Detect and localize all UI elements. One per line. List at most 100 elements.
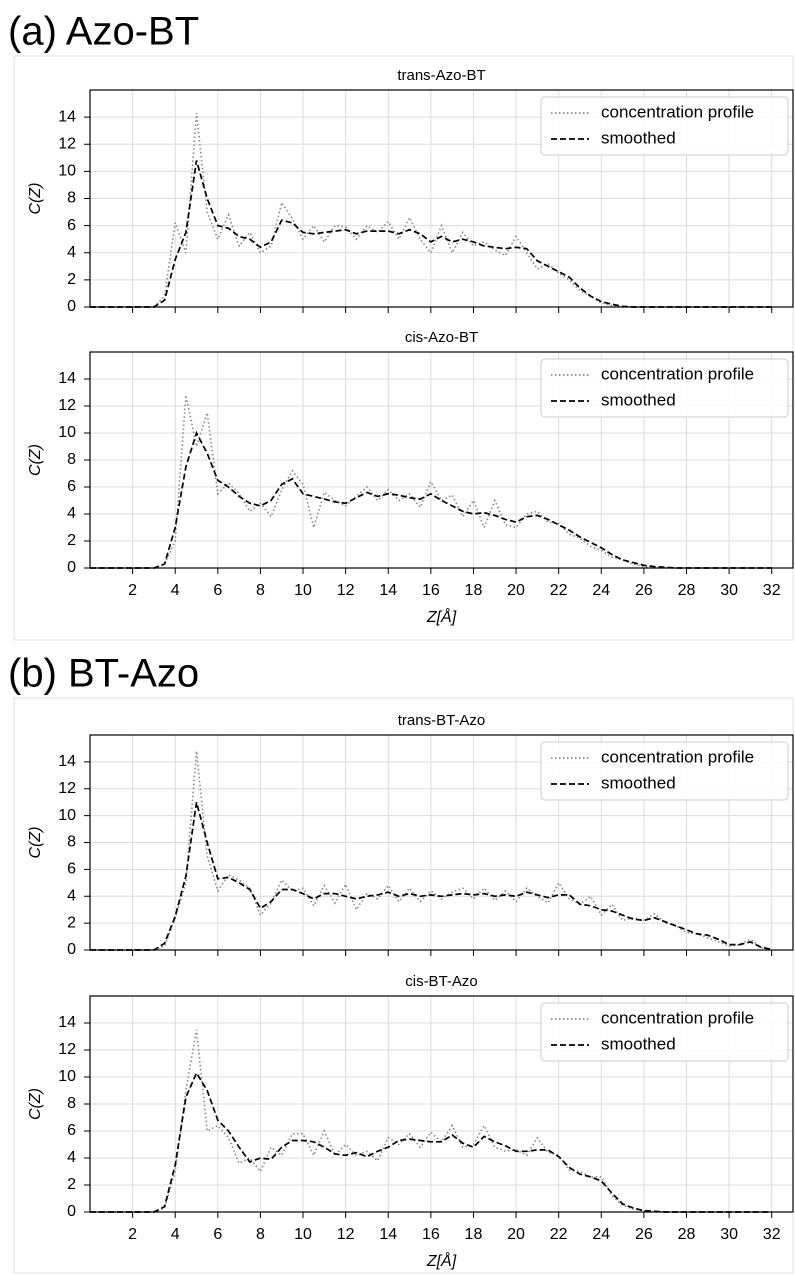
- x-tick-label: 6: [213, 1226, 222, 1243]
- x-tick-label: 2: [128, 1226, 137, 1243]
- chart-title: trans-Azo-BT: [397, 67, 485, 84]
- chart-title: cis-BT-Azo: [405, 973, 478, 990]
- chart-title: trans-BT-Azo: [398, 712, 486, 729]
- section-frame: [13, 697, 794, 1274]
- legend-box: [540, 358, 789, 418]
- y-tick-label: 4: [67, 505, 76, 522]
- x-tick-label: 32: [763, 582, 781, 599]
- x-axis-label: Z[Å]: [426, 607, 457, 626]
- x-tick-label: 30: [720, 1226, 738, 1243]
- y-tick-label: 0: [67, 941, 76, 958]
- y-tick-label: 14: [58, 370, 76, 387]
- y-tick-label: 12: [58, 397, 76, 414]
- data-line: [90, 801, 772, 951]
- y-tick-label: 0: [67, 559, 76, 576]
- plot-frame: [89, 351, 794, 569]
- x-axis-label: Z[Å]: [426, 1251, 457, 1270]
- x-tick-label: 14: [379, 582, 397, 599]
- y-tick-label: 10: [58, 424, 76, 441]
- legend-box: [540, 1002, 789, 1062]
- x-tick-label: 14: [379, 1226, 397, 1243]
- x-tick-label: 26: [635, 582, 653, 599]
- y-axis-label: C(Z): [27, 444, 44, 476]
- y-tick-label: 10: [58, 1068, 76, 1085]
- x-tick-label: 18: [465, 1226, 483, 1243]
- y-tick-label: 6: [67, 478, 76, 495]
- x-tick-label: 20: [507, 582, 525, 599]
- legend-label: concentration profile: [601, 102, 754, 121]
- x-tick-label: 32: [763, 1226, 781, 1243]
- section-frame: [13, 55, 794, 641]
- legend-label: concentration profile: [601, 364, 754, 383]
- x-tick-label: 22: [550, 582, 568, 599]
- y-tick-label: 4: [67, 1149, 76, 1166]
- x-tick-label: 24: [592, 582, 610, 599]
- x-tick-label: 26: [635, 1226, 653, 1243]
- x-tick-label: 18: [465, 582, 483, 599]
- y-tick-label: 2: [67, 1176, 76, 1193]
- y-tick-label: 14: [58, 108, 76, 125]
- legend-box: [540, 96, 789, 156]
- y-tick-label: 8: [67, 1095, 76, 1112]
- y-tick-label: 6: [67, 1122, 76, 1139]
- y-axis-label: C(Z): [27, 827, 44, 859]
- x-tick-label: 12: [337, 582, 355, 599]
- y-tick-label: 6: [67, 217, 76, 234]
- y-tick-label: 2: [67, 271, 76, 288]
- x-tick-label: 16: [422, 582, 440, 599]
- plot-frame: [89, 734, 794, 951]
- y-tick-label: 2: [67, 532, 76, 549]
- data-line: [90, 1029, 772, 1213]
- chart-title: cis-Azo-BT: [405, 329, 478, 346]
- y-axis-label: C(Z): [27, 1088, 44, 1120]
- x-tick-label: 24: [592, 1226, 610, 1243]
- x-tick-label: 8: [256, 1226, 265, 1243]
- y-tick-label: 4: [67, 244, 76, 261]
- y-tick-label: 0: [67, 1203, 76, 1220]
- x-tick-label: 4: [171, 582, 180, 599]
- x-tick-label: 2: [128, 582, 137, 599]
- y-tick-label: 8: [67, 190, 76, 207]
- legend-label: smoothed: [601, 1034, 676, 1053]
- y-axis-label: C(Z): [27, 183, 44, 215]
- x-tick-label: 28: [678, 1226, 696, 1243]
- x-tick-label: 10: [294, 582, 312, 599]
- y-tick-label: 10: [58, 807, 76, 824]
- legend-box: [540, 741, 789, 801]
- x-tick-label: 6: [213, 582, 222, 599]
- y-tick-label: 8: [67, 451, 76, 468]
- legend-label: smoothed: [601, 128, 676, 147]
- x-tick-label: 28: [678, 582, 696, 599]
- section-title: (b) BT-Azo: [8, 652, 199, 696]
- legend-label: smoothed: [601, 773, 676, 792]
- x-tick-label: 4: [171, 1226, 180, 1243]
- y-tick-label: 12: [58, 1041, 76, 1058]
- data-line: [90, 430, 772, 569]
- y-tick-label: 12: [58, 780, 76, 797]
- y-tick-label: 10: [58, 163, 76, 180]
- y-tick-label: 0: [67, 298, 76, 315]
- y-tick-label: 4: [67, 887, 76, 904]
- plot-frame: [89, 995, 794, 1213]
- x-tick-label: 30: [720, 582, 738, 599]
- y-tick-label: 14: [58, 1014, 76, 1031]
- x-tick-label: 12: [337, 1226, 355, 1243]
- legend-label: smoothed: [601, 390, 676, 409]
- section-title: (a) Azo-BT: [8, 10, 199, 54]
- x-tick-label: 22: [550, 1226, 568, 1243]
- x-tick-label: 10: [294, 1226, 312, 1243]
- x-tick-label: 16: [422, 1226, 440, 1243]
- y-tick-label: 2: [67, 914, 76, 931]
- y-tick-label: 12: [58, 135, 76, 152]
- y-tick-label: 8: [67, 834, 76, 851]
- y-tick-label: 6: [67, 861, 76, 878]
- legend-label: concentration profile: [601, 1008, 754, 1027]
- data-line: [90, 751, 772, 951]
- x-tick-label: 20: [507, 1226, 525, 1243]
- legend-label: concentration profile: [601, 747, 754, 766]
- x-tick-label: 8: [256, 582, 265, 599]
- plot-frame: [89, 89, 794, 308]
- y-tick-label: 14: [58, 753, 76, 770]
